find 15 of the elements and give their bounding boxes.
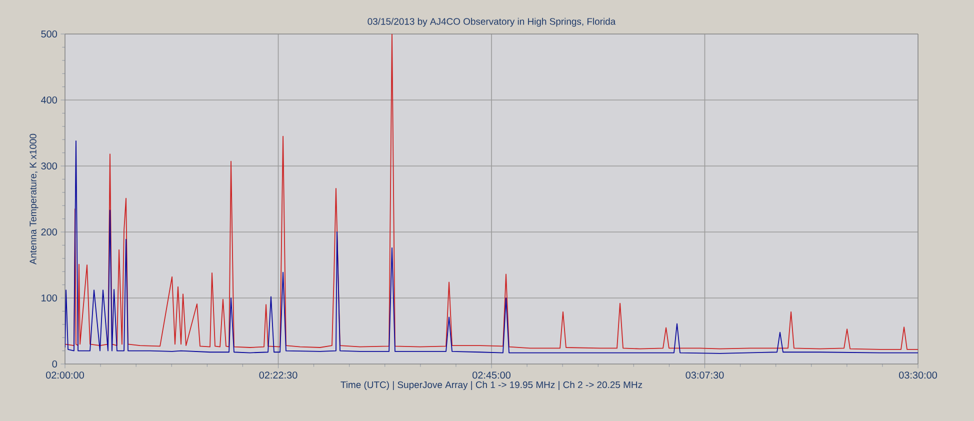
x-tick-label: 02:22:30 — [259, 372, 298, 379]
x-tick-label: 02:45:00 — [472, 372, 511, 379]
y-tick-label: 500 — [41, 30, 58, 38]
line-series — [65, 34, 918, 350]
x-tick-label: 03:07:30 — [686, 372, 724, 379]
y-tick-label: 200 — [41, 228, 58, 236]
x-tick-label: 02:00:00 — [46, 372, 84, 379]
y-axis-title: Antenna Temperature, K x1000 — [30, 134, 38, 264]
y-tick-label: 400 — [41, 96, 58, 104]
y-tick-label: 100 — [42, 294, 58, 302]
y-tick-label: 300 — [41, 162, 58, 170]
x-tick-label: 03:30:00 — [899, 372, 938, 379]
chart-title: 03/15/2013 by AJ4CO Observatory in High Springs, Florida — [368, 18, 616, 27]
y-tick-label: 0 — [52, 360, 58, 368]
x-axis-title: Time (UTC) | SuperJove Array | Ch 1 -> 19.95 MHz | Ch 2 -> 20.25 MHz — [340, 381, 642, 390]
